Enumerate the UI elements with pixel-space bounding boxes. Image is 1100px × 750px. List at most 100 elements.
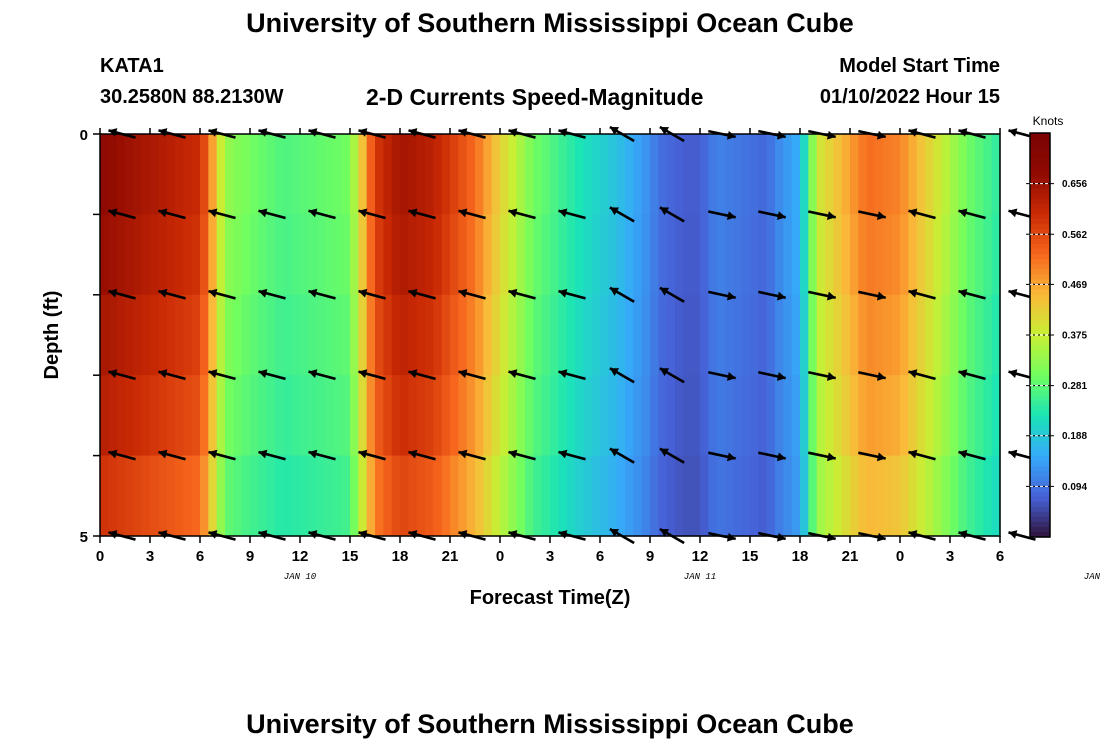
heat-cell: [691, 294, 701, 376]
heat-cell: [216, 214, 226, 296]
current-vector: [308, 208, 336, 220]
heat-cell: [583, 375, 593, 457]
heat-cell: [183, 214, 193, 296]
heat-cell: [225, 294, 234, 376]
heat-cell: [725, 134, 734, 215]
colorbar-band: [1030, 244, 1050, 250]
heat-cell: [383, 214, 393, 296]
current-vector: [609, 286, 635, 303]
heat-cell: [925, 455, 934, 537]
heat-cell: [516, 214, 526, 296]
current-vectors: [108, 125, 1036, 545]
heat-cell: [608, 214, 618, 296]
heat-cell: [908, 375, 918, 457]
x-tick-label: 21: [842, 548, 859, 565]
heat-cell: [783, 375, 793, 457]
heat-cell: [683, 134, 693, 215]
heat-cell: [283, 375, 293, 457]
current-vector: [609, 206, 635, 223]
heat-cell: [958, 455, 968, 537]
heat-cell: [650, 294, 659, 376]
heat-cell: [658, 375, 668, 457]
heat-cell: [625, 294, 634, 376]
heat-cell: [441, 294, 451, 376]
current-vector: [158, 208, 186, 220]
heat-cell: [741, 455, 751, 537]
y-axis-label: Depth (ft): [41, 291, 63, 380]
heat-cell: [583, 214, 593, 296]
current-vector: [958, 369, 986, 381]
colorbar-title: Knots: [1033, 114, 1064, 128]
heat-cell: [383, 294, 393, 376]
heat-cell: [991, 134, 1001, 215]
heat-cell: [325, 375, 334, 457]
colorbar-band: [1030, 213, 1050, 220]
heat-cell: [258, 375, 268, 457]
heat-cell: [808, 455, 818, 537]
heat-cell: [858, 134, 868, 215]
heat-cell: [450, 455, 459, 537]
heat-cell: [450, 214, 459, 296]
current-vector: [958, 288, 986, 300]
heat-cell: [233, 134, 243, 215]
heat-cell: [825, 455, 834, 537]
heat-cell: [308, 134, 318, 215]
heat-cell: [933, 455, 943, 537]
heat-cell: [691, 134, 701, 215]
heat-cell: [900, 375, 909, 457]
heat-cell: [758, 455, 768, 537]
heat-cell: [491, 134, 501, 215]
heat-cell: [750, 455, 759, 537]
colorbar-band: [1030, 138, 1050, 144]
heat-cell: [541, 294, 551, 376]
colorbar-band: [1030, 415, 1050, 422]
heat-cell: [400, 294, 409, 376]
heat-cell: [225, 134, 234, 215]
heat-cell: [483, 134, 493, 215]
heat-cell: [558, 375, 568, 457]
heat-cell: [950, 214, 959, 296]
x-tick-label: 21: [442, 548, 459, 565]
current-vector: [908, 369, 936, 381]
heat-cell: [783, 134, 793, 215]
current-vector: [708, 451, 736, 462]
heat-cell: [691, 455, 701, 537]
current-vector: [808, 451, 836, 462]
heat-cell: [808, 214, 818, 296]
heat-cell: [983, 294, 993, 376]
heat-cell: [725, 214, 734, 296]
heat-cell: [608, 134, 618, 215]
heat-cell: [633, 375, 643, 457]
heat-cell: [275, 294, 284, 376]
heat-cell: [391, 455, 401, 537]
heat-cell: [133, 375, 143, 457]
heat-cell: [466, 214, 476, 296]
colorbar-band: [1030, 375, 1050, 382]
colorbar-tick-label: 0.469: [1062, 280, 1087, 291]
heat-cell: [291, 214, 301, 296]
heat-cell: [758, 134, 768, 215]
heat-cell: [866, 214, 876, 296]
heat-cell: [475, 214, 484, 296]
heat-cell: [708, 214, 718, 296]
heat-cell: [908, 214, 918, 296]
heat-cell: [500, 375, 509, 457]
heat-cell: [916, 294, 926, 376]
speed-heatmap: [100, 134, 1001, 537]
heat-cell: [958, 375, 968, 457]
heat-cell: [875, 455, 884, 537]
x-tick-label: 3: [946, 548, 954, 565]
colorbar-band: [1030, 153, 1050, 159]
current-vector: [108, 449, 136, 461]
heat-cell: [275, 214, 284, 296]
heat-cell: [450, 375, 459, 457]
heat-cell: [900, 134, 909, 215]
heat-cell: [975, 375, 984, 457]
heat-cell: [883, 375, 893, 457]
current-vector: [458, 449, 486, 461]
heat-cell: [783, 214, 793, 296]
heat-cell: [800, 375, 809, 457]
current-vector: [758, 290, 786, 301]
heat-cell: [358, 294, 368, 376]
heat-cell: [566, 375, 576, 457]
